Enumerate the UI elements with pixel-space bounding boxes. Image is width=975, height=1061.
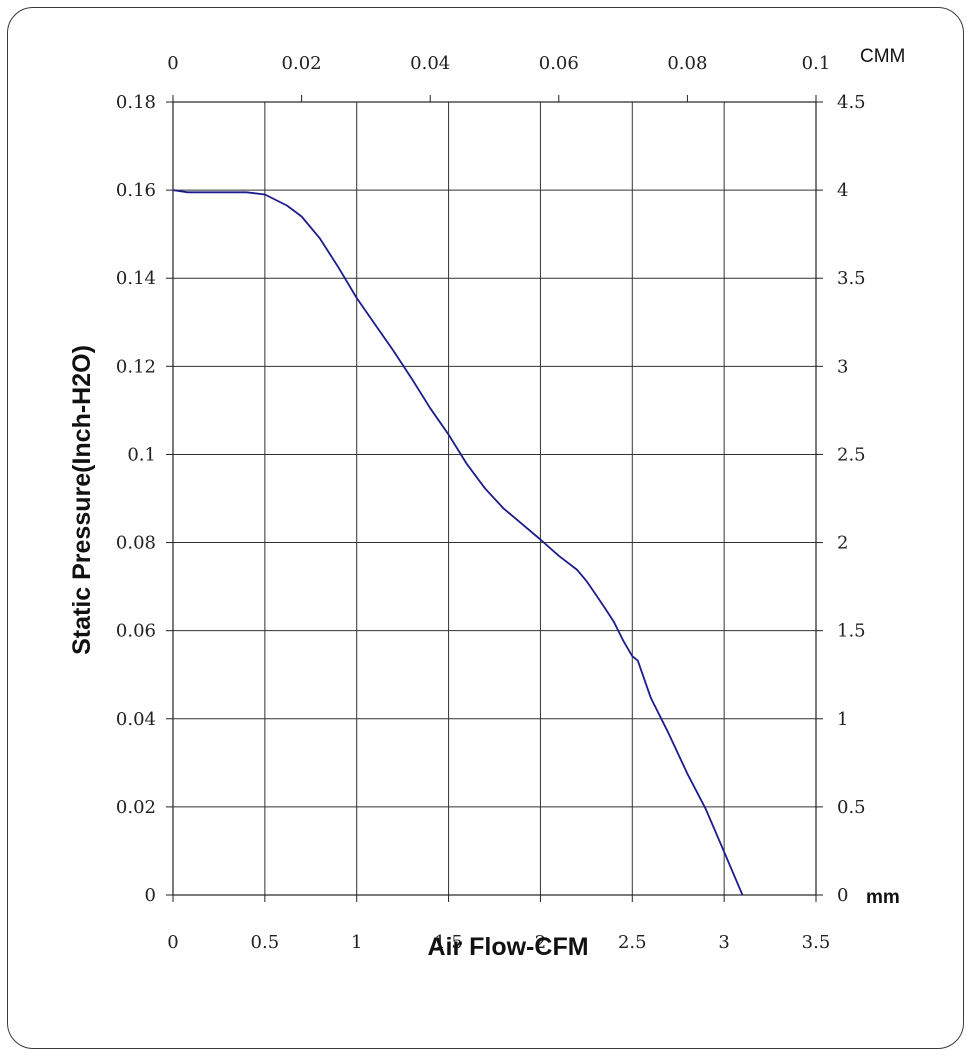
top-axis-unit: CMM xyxy=(860,46,905,67)
series-layer xyxy=(172,189,744,896)
y2-tick-label: 2 xyxy=(837,533,848,554)
y-tick-label: 0.12 xyxy=(116,356,156,377)
y2-tick-label: 0.5 xyxy=(837,797,866,818)
y-tick-label: 0.04 xyxy=(116,709,156,730)
y-tick-label: 0 xyxy=(145,885,156,906)
x2-tick-label: 0 xyxy=(167,53,178,74)
y2-tick-label: 4.5 xyxy=(837,92,866,113)
x2-tick-label: 0.1 xyxy=(802,53,831,74)
x2-tick-label: 0.06 xyxy=(539,53,579,74)
y-tick-label: 0.02 xyxy=(116,797,156,818)
y-tick-label: 0.18 xyxy=(116,92,156,113)
x-tick-label: 3 xyxy=(718,932,729,953)
x-tick-label: 0.5 xyxy=(251,932,280,953)
y-tick-label: 0.16 xyxy=(116,180,156,201)
y-axis-title: Static Pressure(Inch-H2O) xyxy=(68,345,96,655)
plot-area-border xyxy=(172,101,817,896)
pq-curve-line xyxy=(172,189,744,896)
y2-tick-label: 4 xyxy=(837,180,848,201)
y-tick-label: 0.06 xyxy=(116,621,156,642)
x2-tick-label: 0.08 xyxy=(667,53,707,74)
y2-tick-label: 1 xyxy=(837,709,848,730)
y2-tick-label: 3 xyxy=(837,356,848,377)
y-tick-label: 0.1 xyxy=(127,444,156,465)
axis-ticks xyxy=(166,95,823,902)
x2-tick-label: 0.04 xyxy=(410,53,450,74)
x-tick-label: 3.5 xyxy=(802,932,831,953)
x-tick-label: 2.5 xyxy=(618,932,647,953)
right-axis-unit: mm xyxy=(866,887,900,908)
y2-tick-label: 2.5 xyxy=(837,444,866,465)
y2-tick-label: 1.5 xyxy=(837,621,866,642)
x-tick-label: 1 xyxy=(351,932,362,953)
x-tick-label: 1.5 xyxy=(434,932,463,953)
x2-tick-label: 0.02 xyxy=(282,53,322,74)
grid xyxy=(173,102,816,895)
x-tick-label: 0 xyxy=(167,932,178,953)
y-tick-label: 0.08 xyxy=(116,533,156,554)
chart-frame xyxy=(7,7,964,1049)
x-axis-title: Air Flow-CFM xyxy=(427,933,588,961)
tick-labels: 0 0.5 1 1.5 2 2.5 3 3.5 0 0.02 0.04 0.06 0.08 0.1 0 0.0… xyxy=(116,53,866,953)
y-tick-label: 0.14 xyxy=(116,268,156,289)
y2-tick-label: 3.5 xyxy=(837,268,866,289)
x-tick-label: 2 xyxy=(535,932,546,953)
y2-tick-label: 0 xyxy=(837,885,848,906)
